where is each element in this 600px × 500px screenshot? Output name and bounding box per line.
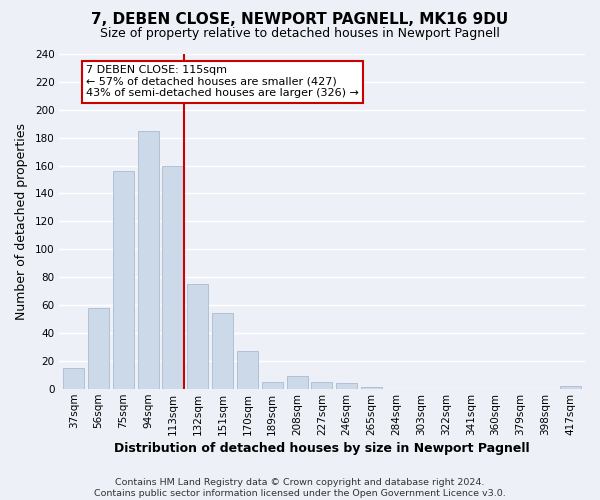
Text: Contains HM Land Registry data © Crown copyright and database right 2024.
Contai: Contains HM Land Registry data © Crown c… bbox=[94, 478, 506, 498]
Bar bbox=[113, 171, 134, 389]
Bar bbox=[88, 308, 109, 389]
Bar bbox=[287, 376, 308, 389]
Bar bbox=[63, 368, 84, 389]
Text: 7, DEBEN CLOSE, NEWPORT PAGNELL, MK16 9DU: 7, DEBEN CLOSE, NEWPORT PAGNELL, MK16 9D… bbox=[91, 12, 509, 28]
Bar bbox=[212, 314, 233, 389]
Text: Size of property relative to detached houses in Newport Pagnell: Size of property relative to detached ho… bbox=[100, 28, 500, 40]
Bar bbox=[163, 166, 184, 389]
Bar bbox=[336, 383, 357, 389]
Bar bbox=[237, 351, 258, 389]
X-axis label: Distribution of detached houses by size in Newport Pagnell: Distribution of detached houses by size … bbox=[114, 442, 530, 455]
Bar bbox=[137, 130, 159, 389]
Bar bbox=[311, 382, 332, 389]
Bar bbox=[262, 382, 283, 389]
Bar bbox=[361, 388, 382, 389]
Bar bbox=[560, 386, 581, 389]
Bar bbox=[187, 284, 208, 389]
Y-axis label: Number of detached properties: Number of detached properties bbox=[15, 123, 28, 320]
Text: 7 DEBEN CLOSE: 115sqm
← 57% of detached houses are smaller (427)
43% of semi-det: 7 DEBEN CLOSE: 115sqm ← 57% of detached … bbox=[86, 65, 359, 98]
